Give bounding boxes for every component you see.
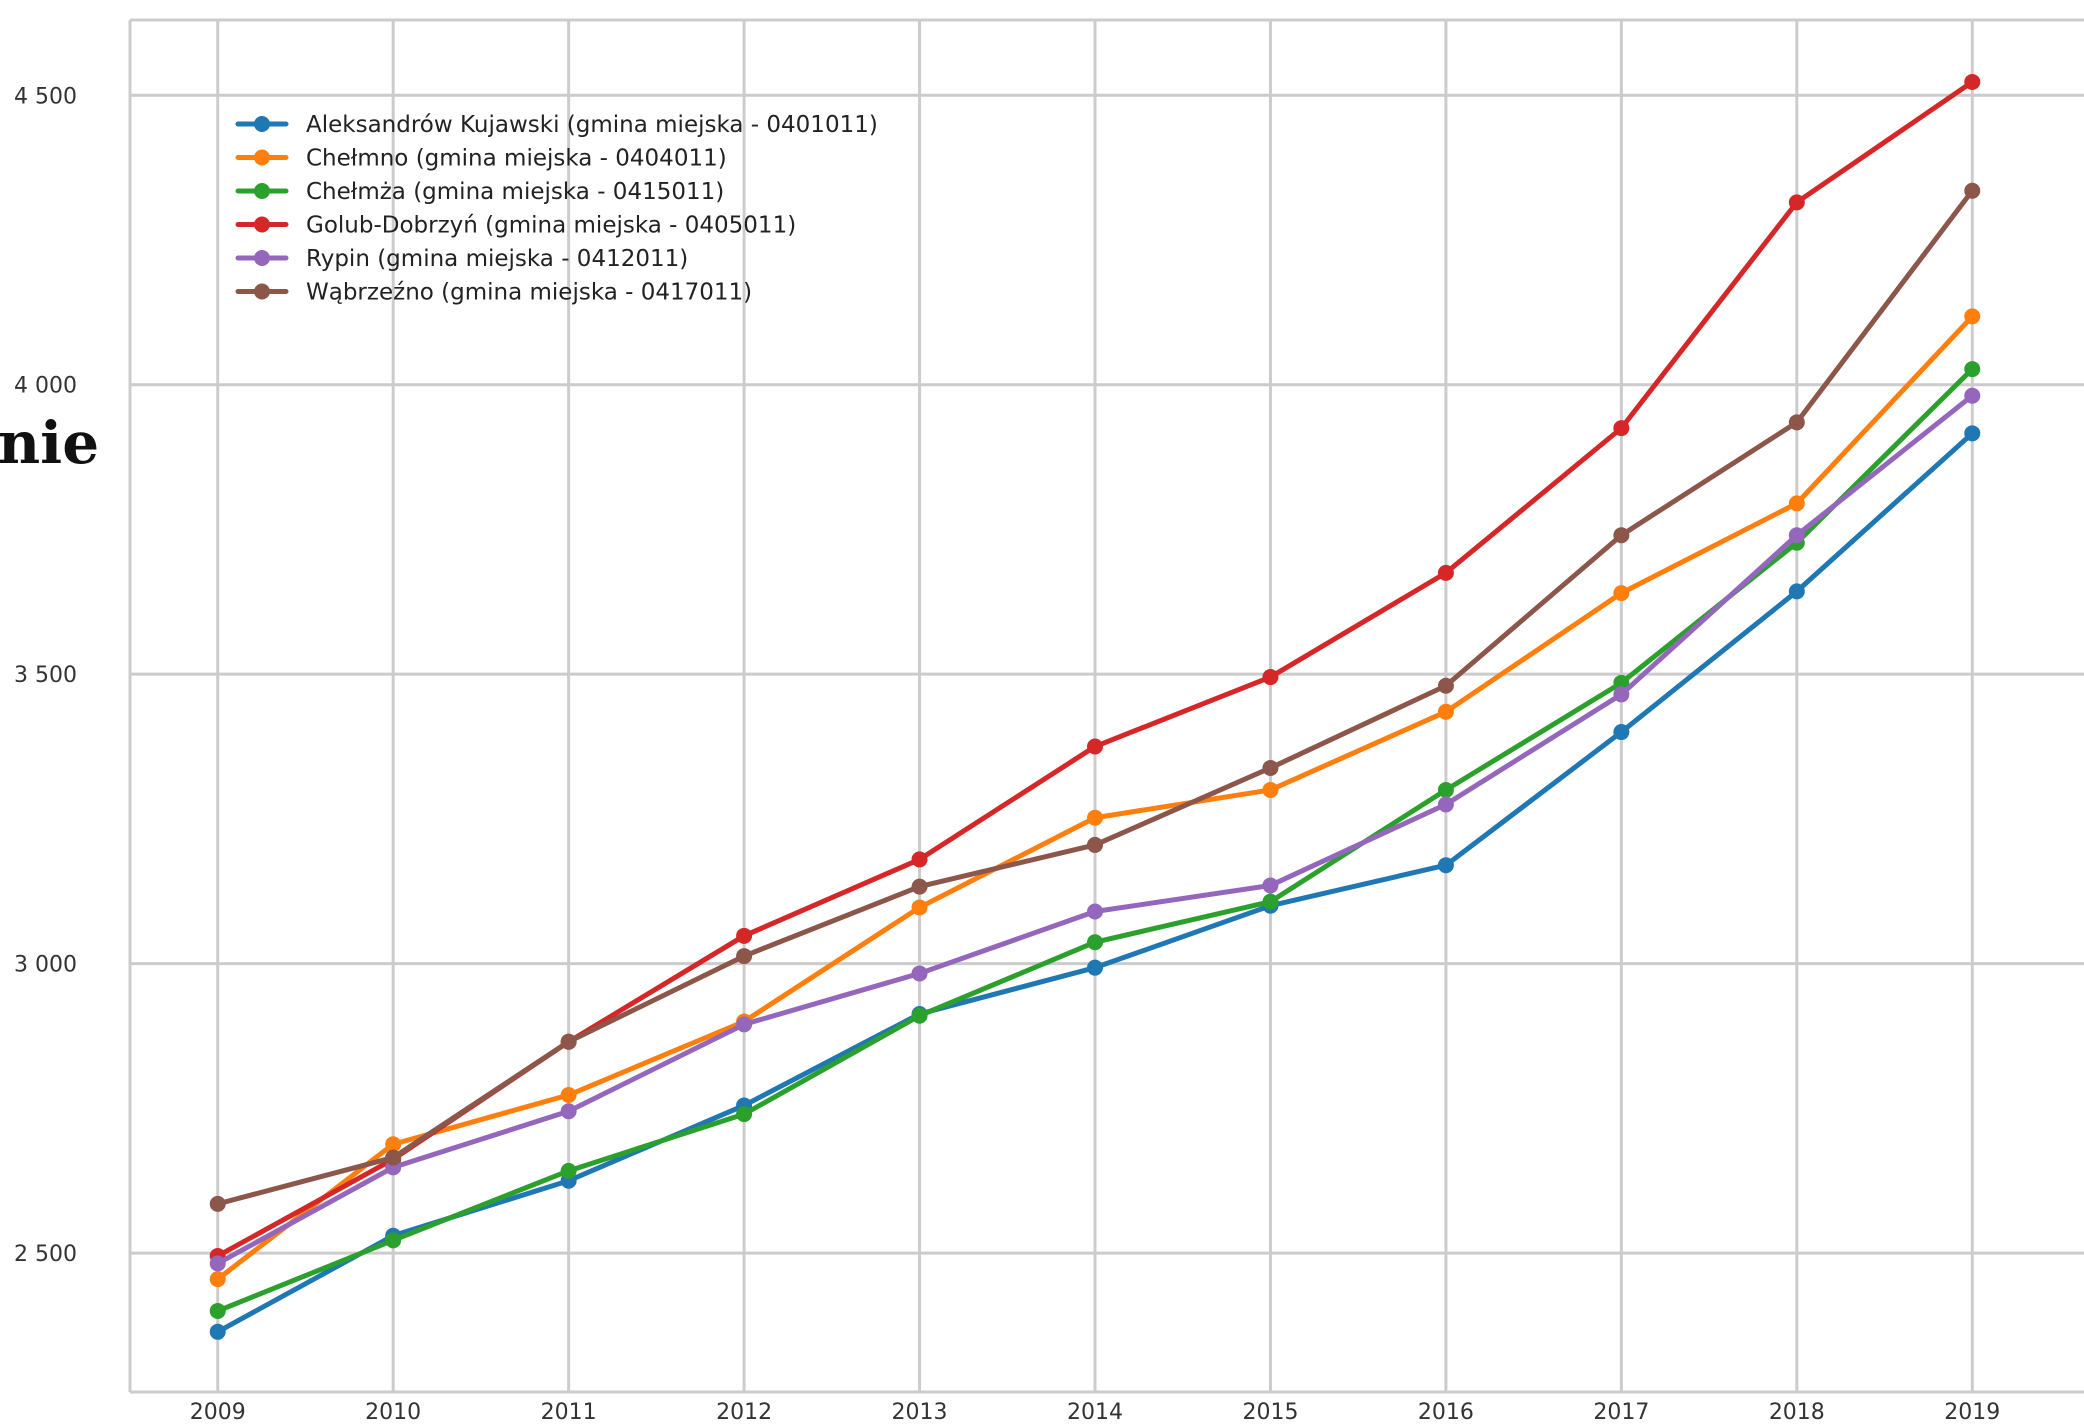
data-point	[1437, 564, 1454, 581]
data-point	[1437, 703, 1454, 720]
data-point	[1262, 781, 1279, 798]
data-point	[1964, 308, 1981, 325]
x-tick-label: 2019	[1944, 1400, 2000, 1425]
data-point	[1262, 877, 1279, 894]
data-point	[1087, 738, 1103, 755]
data-point	[209, 1271, 226, 1288]
data-point	[1087, 934, 1103, 951]
data-point	[1788, 194, 1805, 211]
data-point	[911, 1007, 928, 1024]
y-tick-label: 3 500	[14, 663, 77, 688]
data-point	[209, 1302, 226, 1319]
data-point	[736, 1106, 753, 1123]
x-tick-label: 2015	[1242, 1400, 1298, 1425]
x-tick-label: 2009	[190, 1400, 246, 1425]
legend-swatch-marker	[254, 149, 270, 166]
data-point	[560, 1103, 577, 1120]
data-point	[1788, 495, 1805, 512]
legend-label: Golub-Dobrzyń (gmina miejska - 0405011)	[306, 213, 796, 239]
legend-label: Chełmno (gmina miejska - 0404011)	[306, 146, 727, 172]
y-tick-label: 4 500	[14, 84, 77, 109]
data-point	[209, 1195, 226, 1212]
data-point	[1437, 677, 1454, 694]
data-point	[1788, 527, 1805, 544]
data-point	[1613, 724, 1630, 741]
data-point	[1437, 857, 1454, 874]
data-point	[1613, 686, 1630, 703]
data-point	[1788, 583, 1805, 600]
y-tick-label: 4 000	[14, 374, 77, 399]
data-point	[1964, 425, 1981, 442]
data-point	[1613, 674, 1630, 691]
data-point	[736, 927, 753, 944]
x-tick-label: 2013	[892, 1400, 948, 1425]
data-point	[1262, 669, 1279, 686]
x-tick-label: 2012	[716, 1400, 772, 1425]
x-tick-label: 2017	[1593, 1400, 1649, 1425]
y-tick-label: 2 500	[14, 1242, 77, 1267]
data-point	[209, 1323, 226, 1340]
data-point	[736, 1016, 753, 1033]
x-tick-label: 2010	[365, 1400, 421, 1425]
data-point	[1788, 414, 1805, 431]
data-point	[911, 899, 928, 916]
data-point	[1437, 796, 1454, 813]
data-point	[911, 851, 928, 868]
data-point	[560, 1033, 577, 1050]
data-point	[385, 1136, 402, 1153]
x-tick-label: 2016	[1418, 1400, 1474, 1425]
data-point	[1613, 420, 1630, 437]
legend-swatch-marker	[254, 183, 270, 199]
legend-swatch-marker	[254, 116, 270, 132]
data-point	[1087, 836, 1103, 853]
data-point	[1964, 361, 1981, 378]
data-point	[1262, 893, 1279, 910]
data-point	[1613, 527, 1630, 544]
x-tick-label: 2018	[1769, 1400, 1825, 1425]
data-point	[1964, 387, 1981, 404]
cropped-heading-fragment: nie	[0, 409, 100, 477]
data-point	[560, 1087, 577, 1104]
data-point	[1964, 73, 1981, 90]
data-point	[385, 1232, 402, 1249]
data-point	[1087, 809, 1103, 826]
legend-label: Wąbrzeźno (gmina miejska - 0417011)	[306, 280, 752, 306]
legend-swatch-marker	[254, 283, 270, 300]
legend-swatch-marker	[254, 216, 270, 233]
data-point	[1613, 585, 1630, 602]
data-point	[1087, 959, 1103, 976]
x-tick-label: 2014	[1067, 1400, 1123, 1425]
data-point	[1262, 759, 1279, 776]
legend-swatch-marker	[254, 250, 270, 266]
legend-label: Chełmża (gmina miejska - 0415011)	[306, 179, 724, 205]
data-point	[1964, 182, 1981, 199]
data-point	[385, 1149, 402, 1166]
y-tick-label: 3 000	[14, 953, 77, 978]
data-point	[911, 965, 928, 982]
data-point	[1437, 781, 1454, 798]
data-point	[209, 1255, 226, 1272]
data-point	[1087, 903, 1103, 920]
legend-label: Rypin (gmina miejska - 0412011)	[306, 246, 688, 272]
legend-label: Aleksandrów Kujawski (gmina miejska - 04…	[306, 112, 878, 138]
data-point	[560, 1162, 577, 1179]
data-point	[736, 948, 753, 965]
x-tick-label: 2011	[541, 1400, 597, 1425]
data-point	[911, 878, 928, 895]
